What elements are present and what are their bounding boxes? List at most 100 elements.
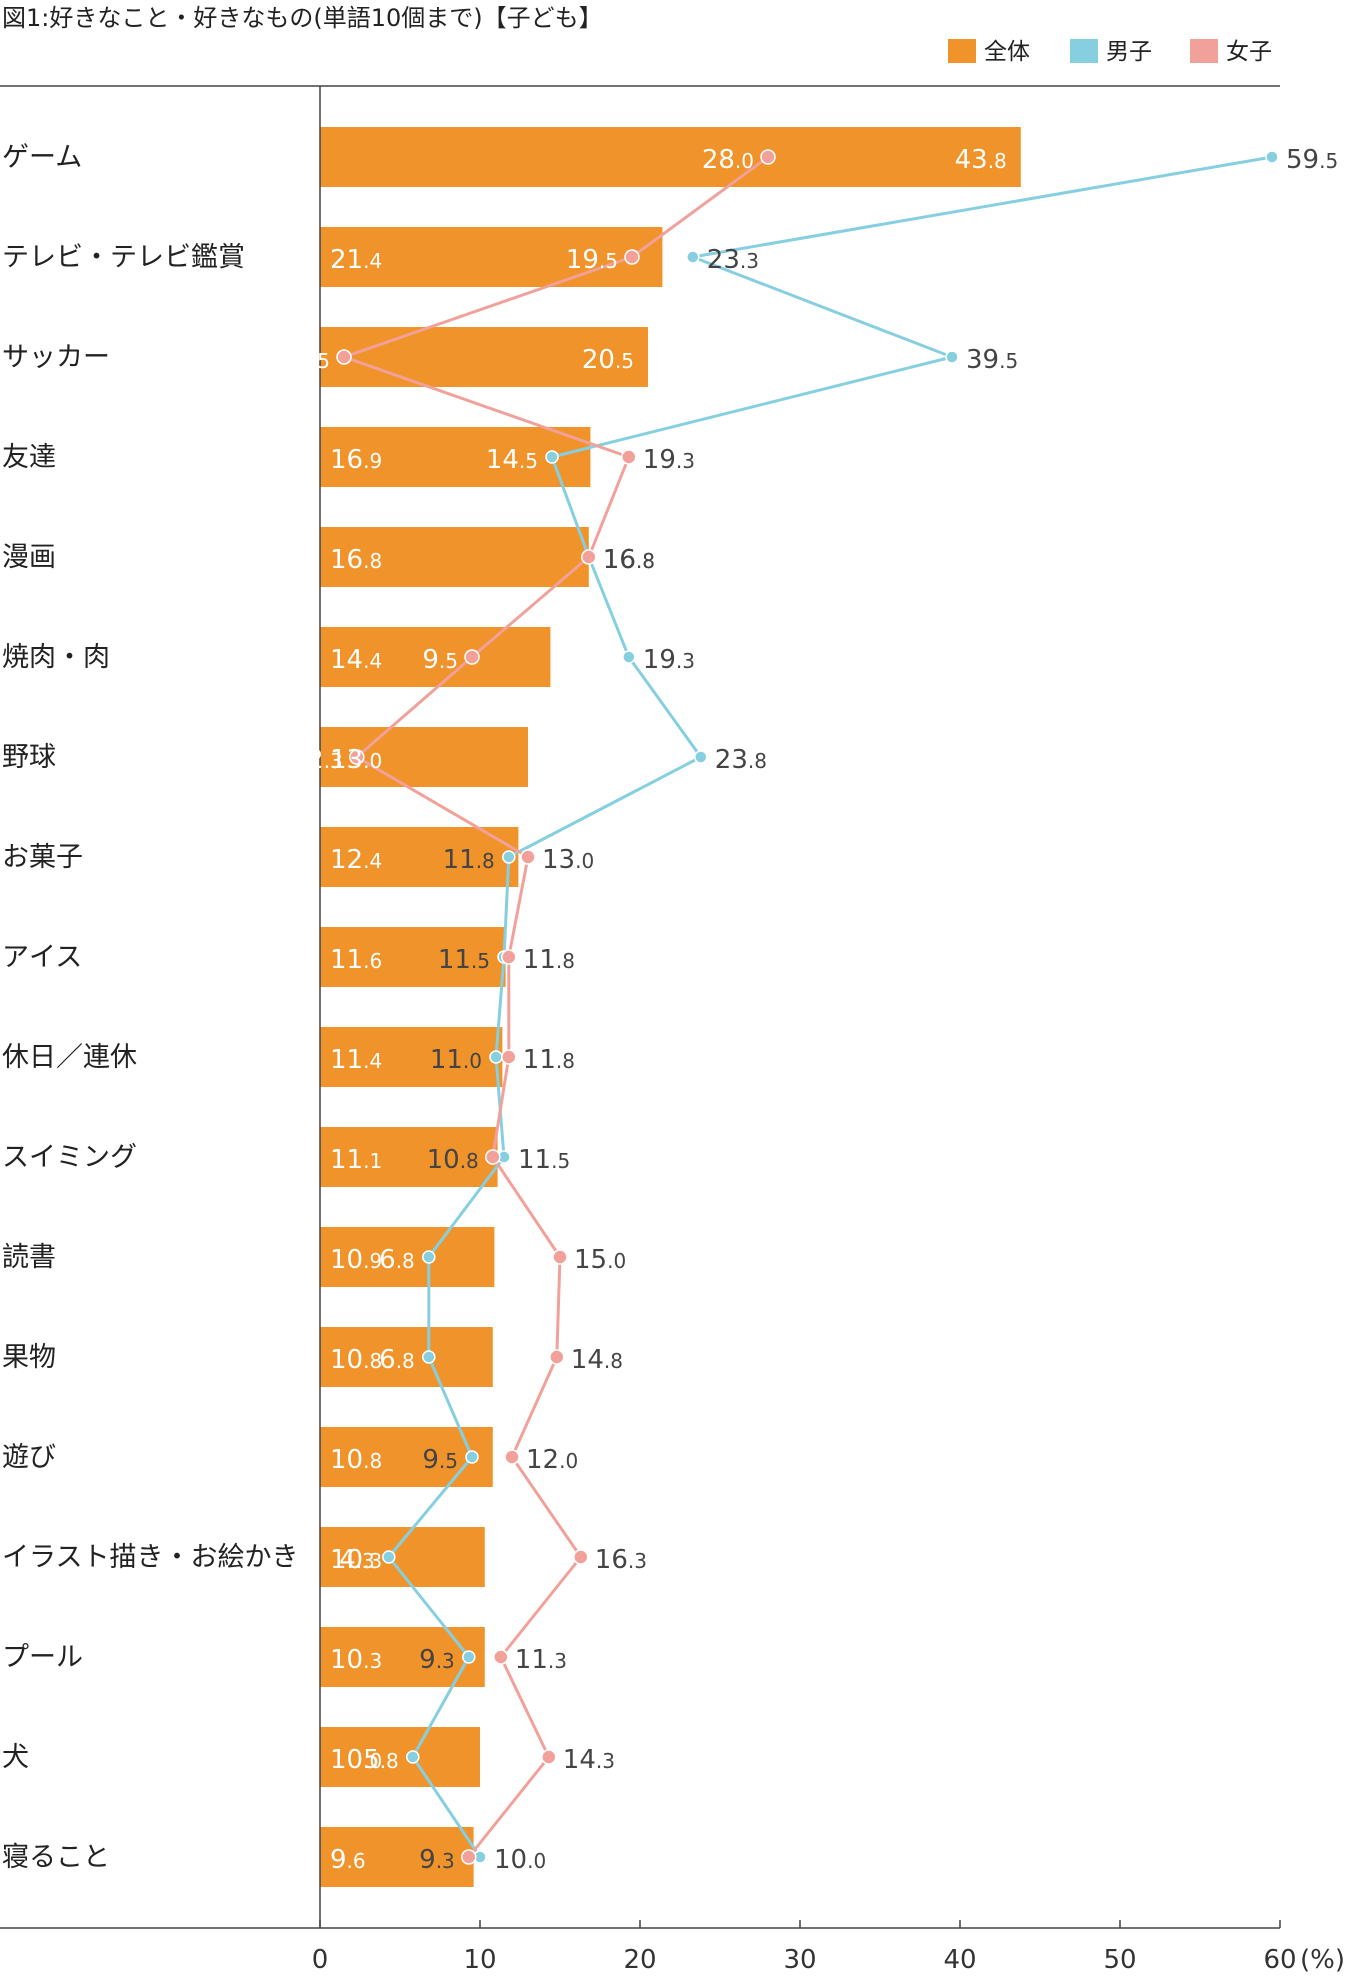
boys-point: [622, 650, 636, 664]
category-label: 休日／連休: [2, 1042, 137, 1073]
boys-value-label: 59.5: [1286, 145, 1338, 175]
category-label: 友達: [2, 442, 56, 473]
bar: [320, 1027, 503, 1087]
boys-value-label: 5.8: [363, 1745, 399, 1775]
bar: [320, 127, 1021, 187]
overall-value-label: 13.0: [330, 745, 382, 775]
boys-value-label: 10.0: [494, 1845, 546, 1875]
overall-value-label: 20.5: [582, 345, 634, 375]
category-labels: ゲームテレビ・テレビ鑑賞サッカー友達漫画焼肉・肉野球お菓子アイス休日／連休スイミ…: [2, 142, 298, 1873]
girls-value-label: 9.5: [422, 645, 458, 675]
girls-point: [504, 1449, 520, 1465]
category-label: スイミング: [2, 1142, 137, 1173]
boys-value-label: 9.5: [422, 1445, 458, 1475]
boys-value-label: 11.5: [438, 945, 490, 975]
bar: [320, 627, 551, 687]
legend-swatch-1: [1070, 39, 1098, 63]
x-tick-label: 10: [463, 1945, 496, 1975]
boys-value-label: 4.3: [339, 1545, 375, 1575]
girls-point: [541, 1749, 557, 1765]
girls-value-label: 19.5: [566, 245, 618, 275]
category-label: 遊び: [2, 1442, 56, 1473]
girls-value-label: 9.3: [419, 1845, 455, 1875]
girls-value-label: 16.8: [603, 545, 655, 575]
overall-value-label: 10.8: [330, 1345, 382, 1375]
girls-point: [549, 1349, 565, 1365]
bar: [320, 1127, 498, 1187]
boys-value-label: 6.8: [379, 1345, 415, 1375]
girls-point: [581, 549, 597, 565]
legend-swatch-0: [948, 39, 976, 63]
girls-value-label: 11.3: [515, 1645, 567, 1675]
category-label: 野球: [2, 742, 56, 773]
overall-value-label: 10.3: [330, 1545, 382, 1575]
x-tick-label: 20: [623, 1945, 656, 1975]
boys-value-label: 16.8: [603, 545, 655, 575]
overall-value-label: 21.4: [330, 245, 382, 275]
bar: [320, 827, 519, 887]
girls-value-label: 10.8: [427, 1145, 479, 1175]
x-tick-label: 0: [312, 1945, 329, 1975]
overall-value-label: 11.4: [330, 1045, 382, 1075]
girls-point: [464, 649, 480, 665]
data-labels: 43.8 59.5 28.0 21.4 23.3 19.5 20.5 39.5 1.5 16.9 1…: [294, 145, 1338, 1875]
x-tick-label: 30: [783, 1945, 816, 1975]
girls-point: [624, 249, 640, 265]
girls-value-label: 1.5: [294, 345, 330, 375]
boys-point: [545, 450, 559, 464]
girls-point: [760, 149, 776, 165]
boys-point: [462, 1650, 476, 1664]
overall-value-label: 11.6: [330, 945, 382, 975]
x-tick-label: 40: [943, 1945, 976, 1975]
overall-value-label: 16.8: [330, 545, 382, 575]
category-label: アイス: [2, 942, 82, 973]
bar: [320, 227, 663, 287]
legend-label-1: 男子: [1106, 39, 1152, 65]
girls-value-label: 11.8: [523, 1045, 575, 1075]
category-label: サッカー: [2, 342, 110, 373]
girls-point: [573, 1549, 589, 1565]
overall-value-label: 9.6: [330, 1845, 366, 1875]
category-label: 果物: [2, 1342, 56, 1373]
girls-point: [501, 949, 517, 965]
x-axis: 0 10 20 30 40 50 60 (%): [312, 1920, 1345, 1975]
bar: [320, 1827, 474, 1887]
bar: [320, 1527, 485, 1587]
category-label: 漫画: [2, 542, 56, 573]
category-label: 犬: [2, 1742, 29, 1773]
girls-value-label: 14.3: [563, 1745, 615, 1775]
bar: [320, 1327, 493, 1387]
x-tick-label: 50: [1103, 1945, 1136, 1975]
girls-point: [485, 1149, 501, 1165]
girls-point: [520, 849, 536, 865]
boys-value-label: 23.8: [715, 745, 767, 775]
boys-point: [406, 1750, 420, 1764]
girls-point: [461, 1849, 477, 1865]
boys-point: [422, 1350, 436, 1364]
boys-point: [694, 750, 708, 764]
category-label: 読書: [2, 1242, 56, 1273]
overall-value-label: 43.8: [955, 145, 1007, 175]
overall-value-label: 10.3: [330, 1645, 382, 1675]
girls-point: [621, 449, 637, 465]
overall-value-label: 16.9: [330, 445, 382, 475]
boys-point: [489, 1050, 503, 1064]
category-label: テレビ・テレビ鑑賞: [2, 242, 245, 273]
boys-value-label: 11.5: [518, 1145, 570, 1175]
category-label: 焼肉・肉: [2, 642, 110, 673]
unit-label: (%): [1300, 1945, 1345, 1975]
girls-point: [493, 1649, 509, 1665]
boys-point: [1265, 150, 1279, 164]
boys-point: [502, 850, 516, 864]
boys-value-label: 11.8: [443, 845, 495, 875]
bar: [320, 1727, 480, 1787]
boys-value-label: 39.5: [966, 345, 1018, 375]
legend-swatch-2: [1190, 39, 1218, 63]
boys-line: [387, 155, 1273, 1858]
girls-point: [552, 1249, 568, 1265]
girls-value-label: 15.0: [574, 1245, 626, 1275]
series-lines: [336, 149, 1279, 1865]
x-tick-label: 60: [1263, 1945, 1296, 1975]
boys-value-label: 6.8: [379, 1245, 415, 1275]
category-label: イラスト描き・お絵かき: [2, 1542, 298, 1573]
